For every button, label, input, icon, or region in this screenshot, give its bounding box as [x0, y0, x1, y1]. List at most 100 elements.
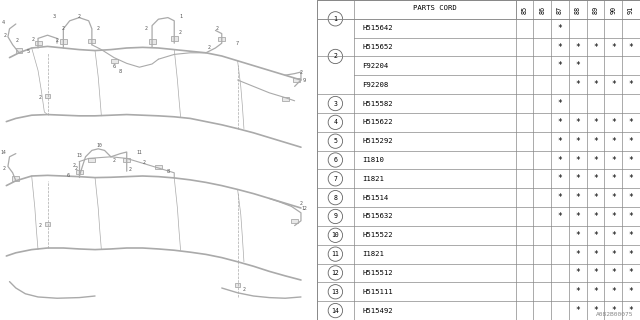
- Text: 2: 2: [179, 29, 182, 35]
- Text: H515111: H515111: [362, 289, 393, 295]
- Text: 8: 8: [166, 169, 170, 174]
- Text: 10: 10: [332, 232, 339, 238]
- Text: *: *: [611, 43, 616, 52]
- Text: 2: 2: [78, 13, 81, 19]
- Text: H515632: H515632: [362, 213, 393, 220]
- Text: *: *: [557, 43, 563, 52]
- Text: 2: 2: [97, 26, 100, 31]
- Text: 6: 6: [113, 64, 116, 69]
- Text: 2: 2: [144, 26, 147, 31]
- Text: 6: 6: [67, 173, 70, 178]
- Text: *: *: [557, 24, 563, 33]
- Text: *: *: [628, 212, 634, 221]
- Text: 7: 7: [236, 41, 239, 46]
- Text: *: *: [557, 137, 563, 146]
- Text: *: *: [593, 193, 598, 202]
- Text: *: *: [575, 193, 580, 202]
- Text: 2: 2: [75, 165, 77, 171]
- Text: *: *: [628, 231, 634, 240]
- Text: H515652: H515652: [362, 44, 393, 50]
- Text: *: *: [593, 250, 598, 259]
- Text: 8: 8: [119, 68, 122, 74]
- Text: *: *: [628, 137, 634, 146]
- Text: *: *: [611, 268, 616, 277]
- Text: *: *: [557, 193, 563, 202]
- Text: *: *: [557, 118, 563, 127]
- Text: *: *: [593, 306, 598, 315]
- Text: *: *: [593, 287, 598, 296]
- Bar: [15, 48, 22, 53]
- Text: *: *: [628, 268, 634, 277]
- Text: H515512: H515512: [362, 270, 393, 276]
- Text: *: *: [575, 306, 580, 315]
- Bar: [45, 94, 51, 98]
- Text: 3: 3: [52, 13, 56, 19]
- Text: 5: 5: [333, 138, 337, 144]
- Text: 1: 1: [333, 16, 337, 22]
- Text: 2: 2: [129, 167, 131, 172]
- Text: 1: 1: [179, 13, 182, 19]
- Text: 2: 2: [3, 165, 5, 171]
- Text: 2: 2: [300, 201, 302, 206]
- Text: *: *: [593, 212, 598, 221]
- Text: *: *: [575, 43, 580, 52]
- Text: *: *: [575, 118, 580, 127]
- Text: PARTS CORD: PARTS CORD: [413, 5, 457, 12]
- Text: *: *: [628, 287, 634, 296]
- Text: A082B00075: A082B00075: [596, 312, 634, 317]
- Text: *: *: [611, 212, 616, 221]
- Text: H515522: H515522: [362, 232, 393, 238]
- Bar: [111, 59, 118, 63]
- Text: 2: 2: [62, 26, 65, 31]
- Text: *: *: [575, 80, 580, 89]
- Text: *: *: [628, 174, 634, 183]
- Text: 9: 9: [333, 213, 337, 220]
- Text: *: *: [593, 174, 598, 183]
- Text: *: *: [557, 99, 563, 108]
- Text: *: *: [628, 306, 634, 315]
- Bar: [124, 158, 130, 162]
- Text: 3: 3: [333, 100, 337, 107]
- Text: H515622: H515622: [362, 119, 393, 125]
- Text: *: *: [611, 118, 616, 127]
- Text: 11: 11: [136, 149, 142, 155]
- Text: *: *: [611, 287, 616, 296]
- Text: *: *: [593, 118, 598, 127]
- Text: *: *: [575, 212, 580, 221]
- Text: *: *: [575, 231, 580, 240]
- Text: 2: 2: [216, 26, 218, 31]
- Text: H515292: H515292: [362, 138, 393, 144]
- Text: H515642: H515642: [362, 25, 393, 31]
- Text: 91: 91: [628, 5, 634, 13]
- Text: F92204: F92204: [362, 63, 388, 69]
- Bar: [12, 176, 19, 181]
- Text: *: *: [575, 61, 580, 70]
- Text: 2: 2: [3, 33, 6, 38]
- Text: F92208: F92208: [362, 82, 388, 88]
- Text: 88: 88: [575, 5, 580, 13]
- Text: *: *: [628, 80, 634, 89]
- Text: 90: 90: [611, 5, 616, 13]
- Text: 2: 2: [207, 45, 211, 50]
- Text: 2: 2: [38, 95, 41, 100]
- Bar: [60, 39, 67, 44]
- Text: *: *: [611, 174, 616, 183]
- Text: *: *: [557, 156, 563, 164]
- Text: 8: 8: [333, 195, 337, 201]
- Text: 12: 12: [332, 270, 339, 276]
- Text: 86: 86: [540, 5, 545, 13]
- Text: 4: 4: [2, 20, 4, 25]
- Bar: [76, 170, 83, 174]
- Text: 4: 4: [333, 119, 337, 125]
- Text: *: *: [593, 268, 598, 277]
- Text: 85: 85: [522, 5, 527, 13]
- Bar: [235, 283, 241, 287]
- Bar: [35, 41, 42, 45]
- Text: I1810: I1810: [362, 157, 384, 163]
- Text: 2: 2: [113, 157, 115, 163]
- Bar: [155, 165, 162, 169]
- Text: 2: 2: [73, 163, 76, 168]
- Text: *: *: [575, 250, 580, 259]
- Text: *: *: [593, 156, 598, 164]
- Text: 14: 14: [0, 149, 6, 155]
